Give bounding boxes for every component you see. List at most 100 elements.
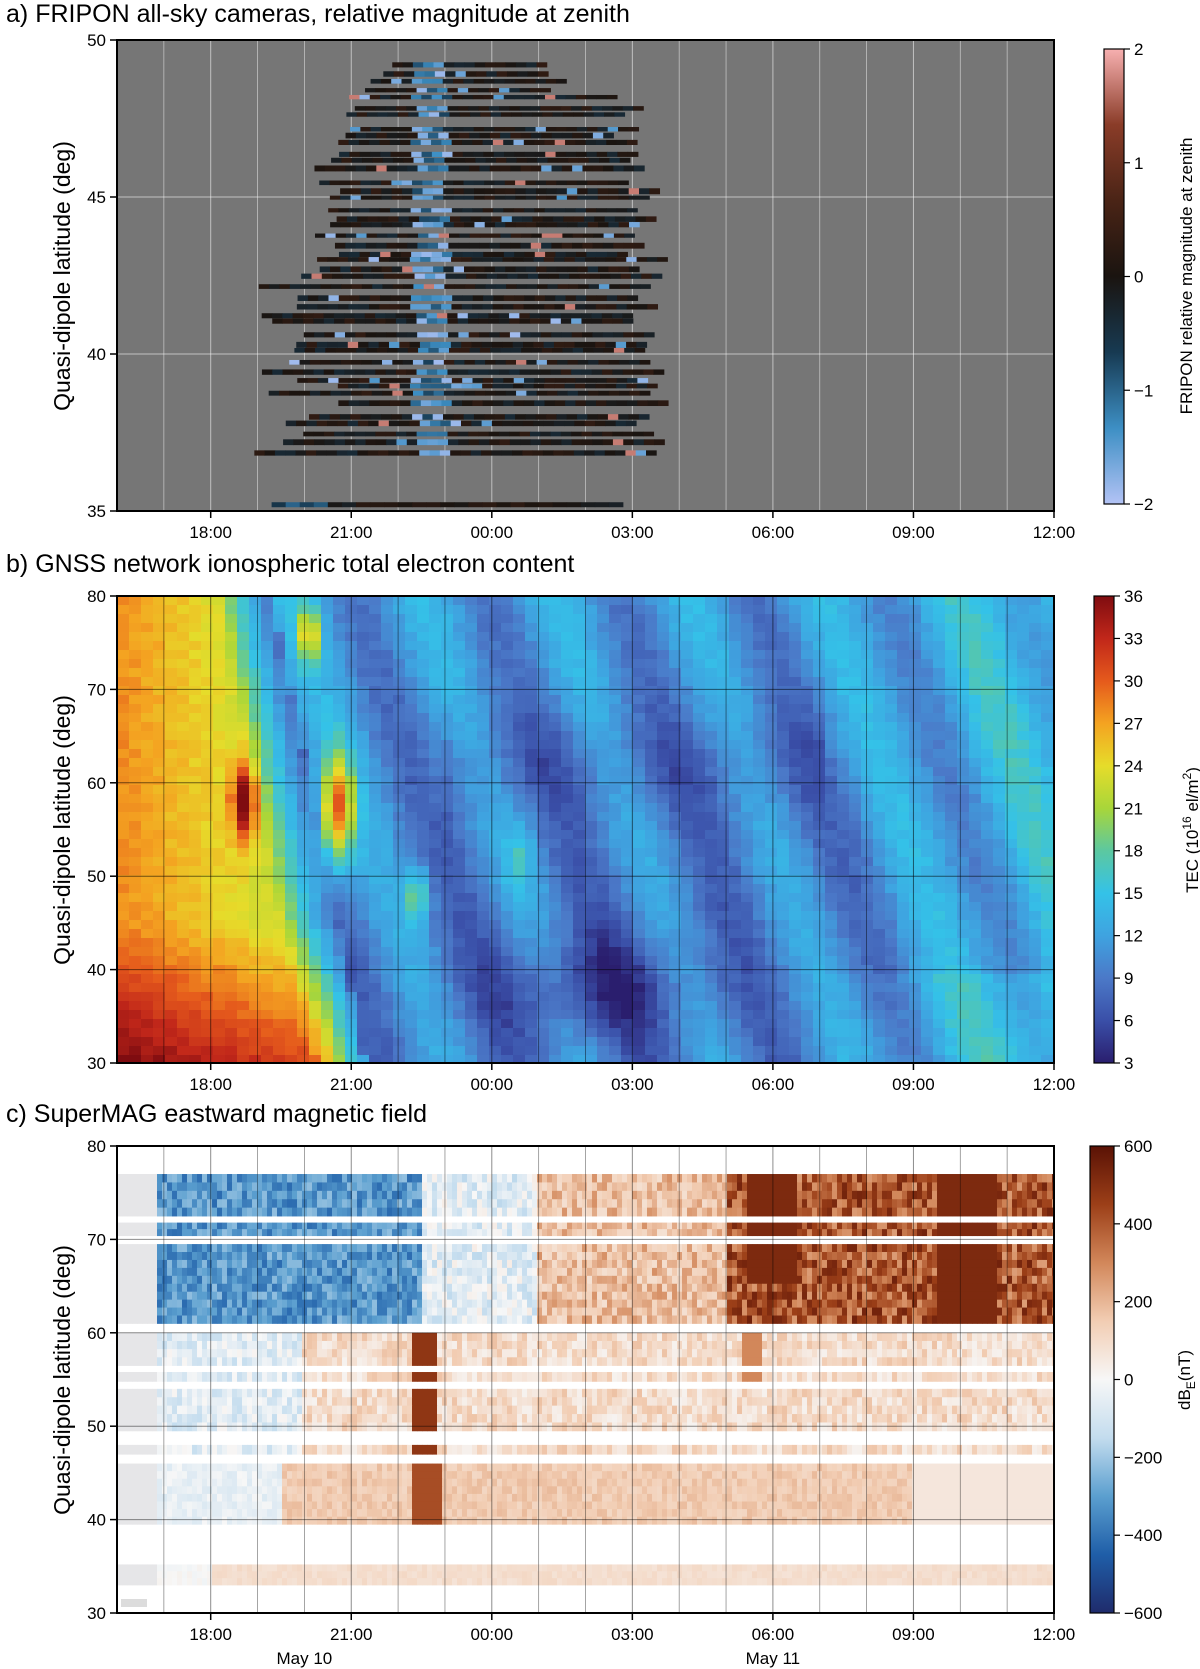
tec-cell (177, 956, 190, 966)
camera-track-cell (577, 266, 589, 273)
tec-cell (765, 767, 778, 777)
tec-cell (609, 785, 622, 795)
tec-cell (753, 1010, 766, 1020)
tec-cell (717, 857, 730, 867)
tec-cell (861, 830, 874, 840)
tec-cell (261, 659, 274, 669)
camera-track-cell (530, 332, 542, 338)
tec-cell (201, 1037, 214, 1047)
tec-cell (801, 1046, 814, 1056)
tec-cell (633, 956, 646, 966)
tec-cell (489, 1010, 502, 1020)
tec-cell (921, 641, 934, 651)
tec-cell (237, 1037, 250, 1047)
tec-cell (381, 974, 394, 984)
camera-track-cell (579, 273, 591, 279)
tec-cell (705, 812, 718, 822)
camera-track-cell (511, 112, 523, 117)
tec-cell (705, 614, 718, 624)
tec-cell (525, 875, 538, 885)
tec-cell (309, 839, 322, 849)
tec-cell (153, 605, 166, 615)
tec-cell (777, 686, 790, 696)
tec-cell (381, 848, 394, 858)
camera-track-cell (366, 348, 378, 353)
camera-track-cell (362, 157, 373, 163)
camera-track-cell (448, 233, 460, 238)
tec-cell (885, 1028, 898, 1038)
tec-cell (765, 722, 778, 732)
tec-cell (201, 1046, 214, 1056)
camera-track-cell (428, 112, 440, 117)
tec-cell (513, 821, 526, 831)
tec-cell (189, 848, 202, 858)
tec-cell (381, 794, 394, 804)
camera-track-cell (488, 313, 500, 319)
tec-cell (609, 632, 622, 642)
tec-cell (585, 875, 598, 885)
tec-cell (897, 641, 910, 651)
tec-cell (321, 785, 334, 795)
camera-track-cell (482, 208, 494, 213)
tec-cell (597, 704, 610, 714)
tec-cell (405, 1037, 418, 1047)
tec-cell (357, 812, 370, 822)
tec-cell (897, 992, 910, 1002)
camera-track-cell (434, 71, 446, 77)
tec-cell (477, 884, 490, 894)
tec-cell (729, 695, 742, 705)
tec-cell (309, 641, 322, 651)
tec-cell (681, 1046, 694, 1056)
tec-cell (525, 857, 538, 867)
camera-track-cell (604, 216, 616, 222)
tec-cell (333, 1055, 346, 1063)
camera-track-cell (602, 318, 613, 324)
tec-cell (141, 785, 154, 795)
tec-cell (861, 893, 874, 903)
tec-cell (561, 749, 574, 759)
tec-cell (177, 947, 190, 957)
tec-cell (129, 632, 142, 642)
tec-cell (549, 686, 562, 696)
camera-track-cell (458, 242, 470, 249)
tec-cell (261, 1055, 274, 1063)
tec-cell (381, 1001, 394, 1011)
tec-cell (321, 677, 334, 687)
camera-track-cell (641, 273, 653, 279)
camera-track-cell (633, 165, 645, 172)
camera-track-cell (568, 157, 579, 163)
tec-cell (429, 713, 442, 723)
tec-cell (273, 623, 286, 633)
tec-cell (189, 749, 202, 759)
tec-cell (465, 857, 478, 867)
tec-cell (225, 956, 238, 966)
tec-cell (609, 713, 622, 723)
tec-cell (837, 956, 850, 966)
camera-track-cell (274, 450, 286, 456)
camera-track-cell (542, 216, 554, 222)
tec-cell (633, 992, 646, 1002)
tec-cell (285, 911, 298, 921)
tec-cell (537, 938, 550, 948)
tec-cell (153, 911, 166, 921)
tec-cell (189, 812, 202, 822)
tec-cell (609, 605, 622, 615)
tec-cell (705, 1028, 718, 1038)
camera-track-cell (372, 284, 383, 289)
tec-cell (177, 893, 190, 903)
camera-track-cell (282, 313, 293, 319)
tec-cell (861, 956, 874, 966)
camera-track-cell (514, 127, 526, 132)
tec-cell (633, 1019, 646, 1029)
tec-cell (741, 866, 754, 876)
tec-cell (561, 1046, 574, 1056)
tec-cell (213, 632, 226, 642)
camera-track-cell (563, 450, 575, 456)
tec-cell (813, 740, 826, 750)
tec-cell (837, 1037, 850, 1047)
tec-cell (813, 749, 826, 759)
tec-cell (525, 1046, 538, 1056)
camera-track-cell (358, 341, 369, 348)
tec-cell (489, 920, 502, 930)
tec-cell (537, 632, 550, 642)
